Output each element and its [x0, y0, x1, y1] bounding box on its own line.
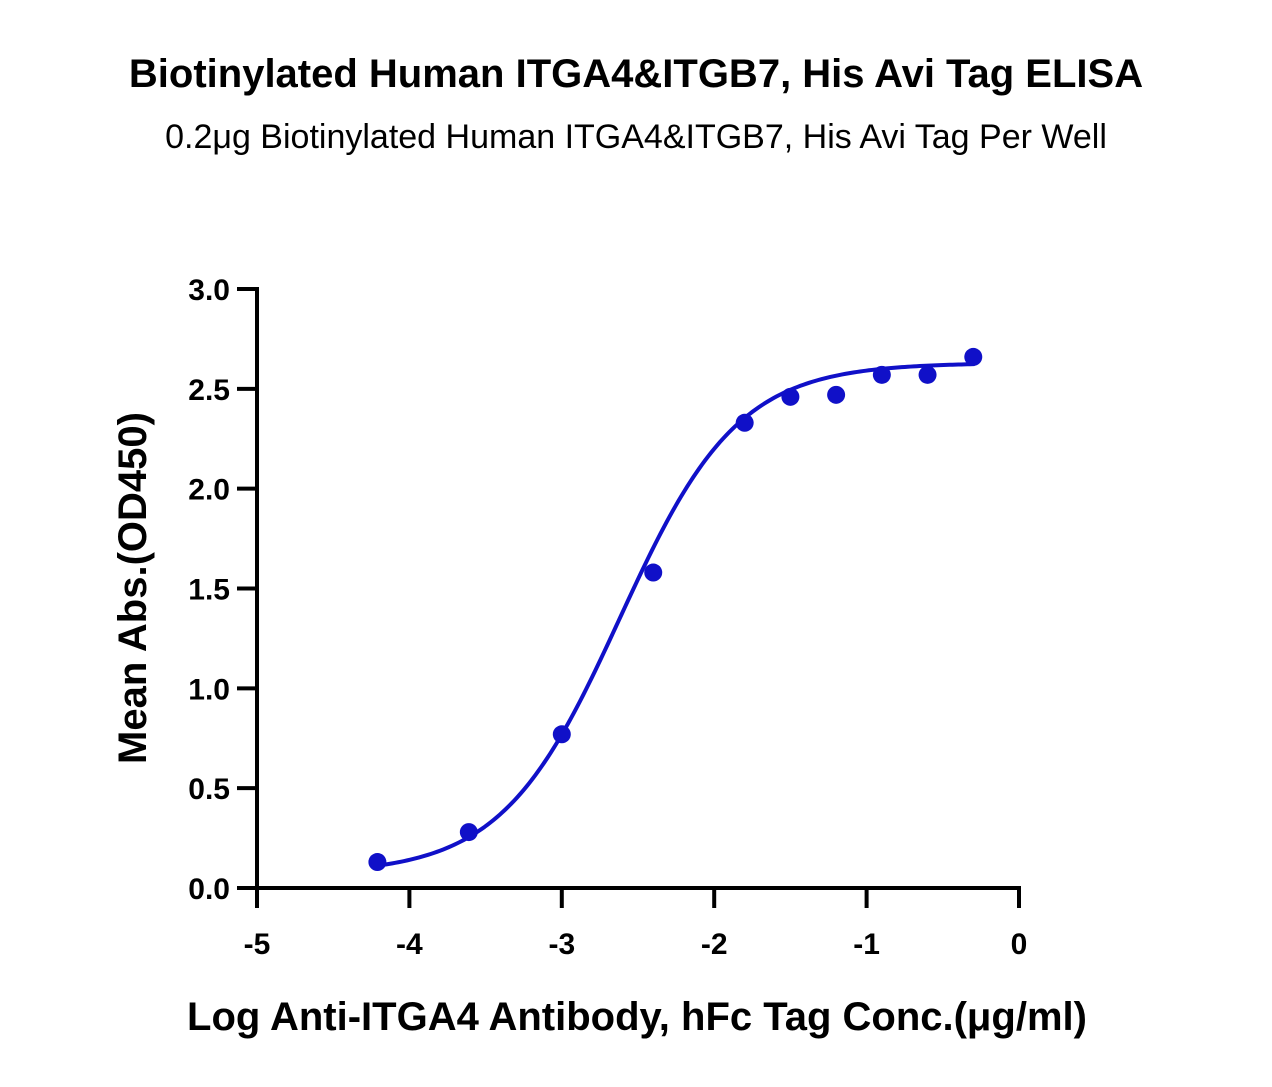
x-tick-label: -5	[244, 928, 271, 961]
chart-title: Biotinylated Human ITGA4&ITGB7, His Avi …	[128, 52, 1144, 96]
y-tick-label: 2.0	[188, 474, 230, 507]
data-point	[872, 365, 891, 384]
fit-curve-layer	[375, 362, 976, 868]
chart-subtitle: 0.2μg Biotinylated Human ITGA4&ITGB7, Hi…	[165, 118, 1107, 156]
data-point	[781, 387, 800, 406]
axes: 0.0 0.5 1.0 1.5 2.0 2.5 3.0 -5 -4 -3 -2 -1 0	[188, 274, 1027, 961]
y-tick-label: 1.0	[188, 673, 230, 706]
x-tick-label: -3	[548, 928, 575, 961]
data-points-layer	[368, 347, 983, 872]
y-tick-label: 0.5	[188, 773, 230, 806]
y-axis-label: Mean Abs.(OD450)	[111, 412, 155, 764]
x-tick-label: -2	[701, 928, 728, 961]
x-axis-label: Log Anti-ITGA4 Antibody, hFc Tag Conc.(μ…	[187, 995, 1087, 1039]
fit-curve	[375, 362, 976, 868]
y-tick-label: 1.5	[188, 574, 230, 607]
y-tick-label: 3.0	[188, 274, 230, 307]
y-tick-label: 2.5	[188, 374, 230, 407]
data-point	[827, 385, 846, 404]
x-tick-label: -1	[853, 928, 880, 961]
y-tick-label: 0.0	[188, 873, 230, 906]
data-point	[735, 413, 754, 432]
x-tick-label: 0	[1011, 928, 1028, 961]
data-point	[552, 725, 571, 744]
data-point	[644, 563, 663, 582]
data-point	[459, 823, 478, 842]
data-point	[964, 347, 983, 366]
data-point	[368, 853, 387, 872]
data-point	[918, 365, 937, 384]
x-tick-label: -4	[396, 928, 423, 961]
